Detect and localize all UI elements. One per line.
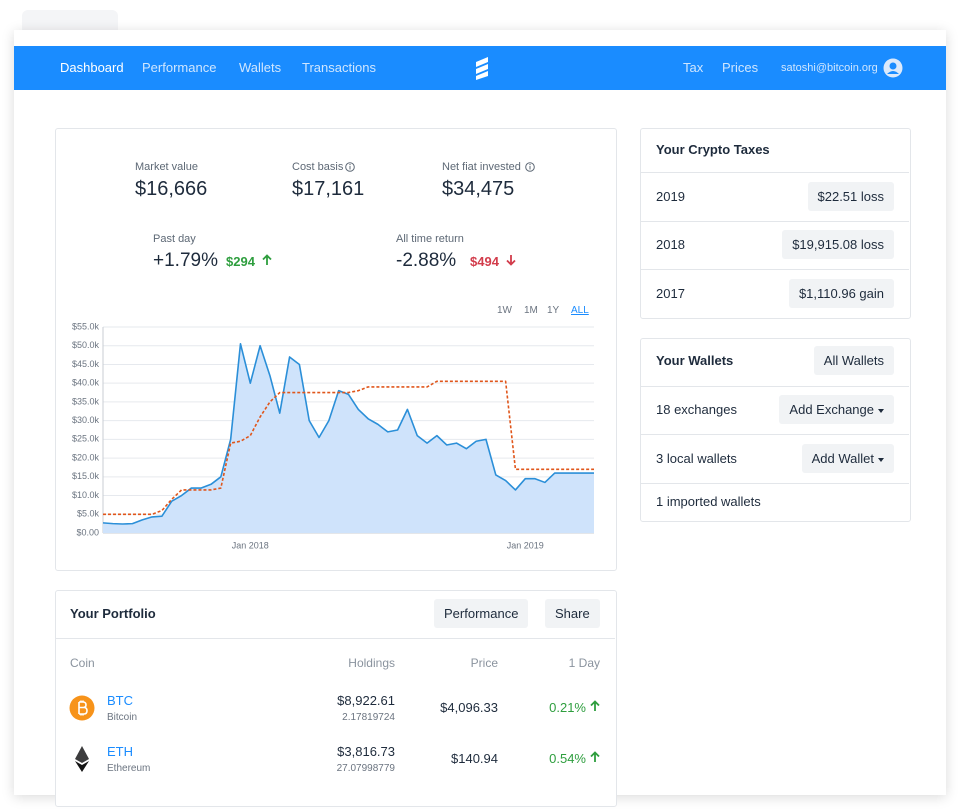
wallet-row: 18 exchanges [656,402,737,417]
range-button[interactable]: ALL [571,305,589,316]
stat-label: Market value [135,161,198,173]
y-tick-label: $0.00 [76,527,99,537]
return-change: $494 [470,254,499,269]
y-tick-label: $15.0k [72,471,100,481]
tax-amount[interactable]: $1,110.96 gain [788,279,894,308]
eth-icon [75,746,89,772]
wallet-row: 3 local wallets [656,451,737,466]
dropdown-button[interactable]: Add Wallet [801,444,894,473]
stat-label: Cost basis [292,161,344,173]
user-email[interactable]: satoshi@bitcoin.org [781,62,878,74]
column-header: Coin [70,656,95,670]
range-button[interactable]: 1W [497,305,512,316]
button[interactable]: All Wallets [813,346,894,375]
chart: $0.00 $5.0k $10.0k $15.0k $20.0k $25.0k $30.0k… [72,321,594,550]
logo[interactable] [474,56,490,80]
return-value: -2.88% [396,250,457,271]
separator [641,483,909,484]
nav-link[interactable]: Tax [683,60,704,75]
return-value: +1.79% [153,250,218,271]
y-tick-label: $5.0k [77,509,100,519]
tax-year: 2017 [656,286,685,301]
y-tick-label: $55.0k [72,321,100,331]
card-title: Your Portfolio [70,606,156,621]
return-label: Past day [153,233,196,245]
coin-symbol[interactable]: ETH [107,744,133,759]
card-title: Your Wallets [656,353,734,368]
stat-value: $16,666 [135,178,208,200]
button-label: Add Exchange [789,402,874,417]
column-header: Holdings [348,656,395,670]
y-tick-label: $50.0k [72,340,100,350]
separator [56,638,615,639]
x-tick-label: Jan 2019 [507,540,544,550]
column-header: Price [470,656,498,670]
up-arrow [262,254,272,265]
nav-link[interactable]: Prices [722,60,759,75]
holdings-amount: 27.07998779 [336,763,395,774]
info-icon[interactable] [345,162,355,172]
range-button[interactable]: 1Y [547,305,560,316]
browser-tab [22,10,118,32]
y-tick-label: $30.0k [72,415,100,425]
nav-link[interactable]: Dashboard [60,60,124,75]
line [103,380,594,516]
separator [641,172,909,173]
dropdown-button[interactable]: Add Exchange [779,395,894,424]
info-icon[interactable] [525,162,535,172]
coin-symbol[interactable]: BTC [107,693,133,708]
line [102,343,594,525]
btc-icon [69,695,95,721]
wallet-row: 1 imported wallets [656,494,761,509]
tax-year: 2019 [656,189,685,204]
up-arrow [590,751,600,762]
stat-value: $17,161 [292,178,365,200]
up-arrow [590,700,600,711]
holdings-value: $8,922.61 [337,693,395,708]
holdings-value: $3,816.73 [337,744,395,759]
y-tick-label: $20.0k [72,452,100,462]
separator [641,269,909,270]
separator [641,434,909,435]
user-avatar[interactable] [883,58,903,78]
y-tick-label: $10.0k [72,490,100,500]
nav-bar: Dashboard Performance Wallets Transactio… [14,46,946,90]
stat-value: $34,475 [442,178,515,200]
y-tick-label: $25.0k [72,434,100,444]
x-tick-label: Jan 2018 [232,540,269,550]
tax-amount[interactable]: $19,915.08 loss [782,230,894,259]
coin-name: Ethereum [107,763,151,774]
card-title: Your Crypto Taxes [656,142,770,157]
button[interactable]: Performance [434,599,529,628]
caret [878,408,884,413]
area [103,343,594,533]
down-arrow [506,255,516,266]
nav-link[interactable]: Wallets [239,60,282,75]
holdings-amount: 2.17819724 [342,712,395,723]
day-change: 0.21% [549,700,586,715]
coin-name: Bitcoin [107,712,138,723]
price: $140.94 [451,751,498,766]
caret [878,457,884,462]
y-tick-label: $35.0k [72,396,100,406]
price: $4,096.33 [440,700,498,715]
separator [641,221,909,222]
portfolio-card [55,590,617,807]
stat-label: Net fiat invested [442,161,521,173]
y-tick-label: $45.0k [72,359,100,369]
return-change: $294 [226,254,255,269]
column-header: 1 Day [568,656,600,670]
nav-link[interactable]: Transactions [302,60,376,75]
day-change: 0.54% [549,751,586,766]
tax-amount[interactable]: $22.51 loss [807,182,894,211]
button[interactable]: Share [545,599,600,628]
button-label: Add Wallet [811,451,874,466]
separator [641,386,909,387]
range-button[interactable]: 1M [524,305,538,316]
y-tick-label: $40.0k [72,378,100,388]
nav-link[interactable]: Performance [142,60,217,75]
return-label: All time return [396,233,464,245]
tax-year: 2018 [656,237,685,252]
